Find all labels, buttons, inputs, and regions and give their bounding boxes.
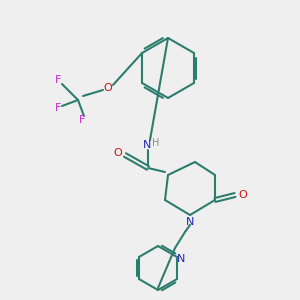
- Text: N: N: [186, 217, 194, 227]
- Text: N: N: [143, 140, 151, 150]
- Text: F: F: [55, 75, 61, 85]
- Text: N: N: [177, 254, 185, 264]
- Text: O: O: [114, 148, 122, 158]
- Text: F: F: [79, 115, 85, 125]
- Text: O: O: [238, 190, 247, 200]
- Text: F: F: [55, 103, 61, 113]
- Text: H: H: [152, 138, 160, 148]
- Text: O: O: [103, 83, 112, 93]
